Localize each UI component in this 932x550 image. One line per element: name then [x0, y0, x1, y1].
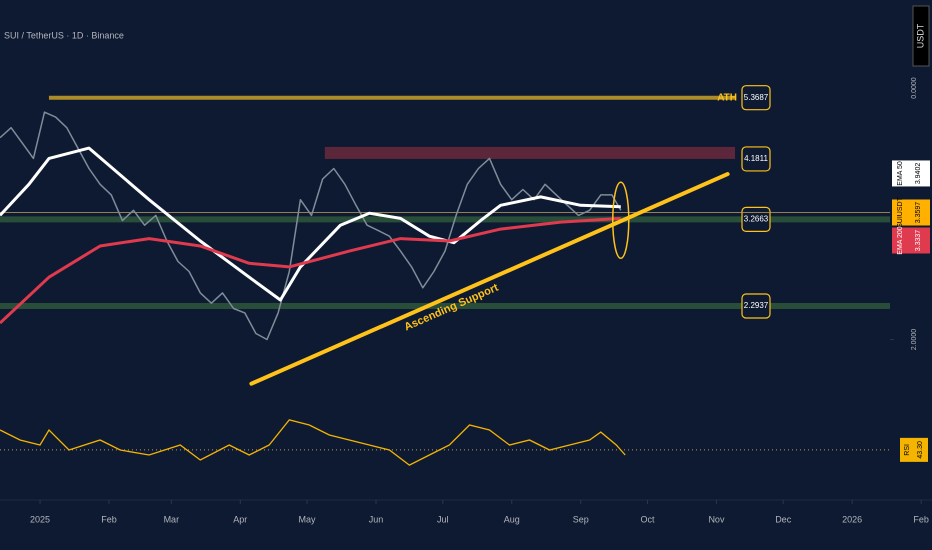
- price-tag-value: 3.9402: [915, 163, 922, 185]
- highlight-ellipse: [612, 181, 630, 260]
- support-zone: [0, 216, 890, 223]
- x-tick-label: Mar: [164, 514, 180, 524]
- x-tick-label: Aug: [504, 514, 520, 524]
- level-box: [741, 206, 771, 233]
- ema-line: [0, 146, 621, 302]
- price-tag: [892, 199, 930, 226]
- price-tag-name: EMA 50: [897, 161, 904, 186]
- scale-top-label: 0.0000: [911, 77, 918, 99]
- price-tag-name: SUIUSDT: [897, 196, 904, 227]
- trendline: [249, 172, 730, 386]
- level-box: [741, 146, 771, 172]
- level-name: ATH: [717, 92, 737, 103]
- rsi-tag: [900, 437, 928, 462]
- price-line: [0, 111, 622, 341]
- x-tick-label: Oct: [640, 514, 655, 524]
- level-box: [741, 293, 771, 319]
- level-value: 2.2937: [744, 301, 769, 310]
- x-tick-label: Dec: [775, 514, 792, 524]
- currency-box: [912, 5, 930, 67]
- x-tick-label: Apr: [233, 514, 247, 524]
- currency-label: USDT: [915, 23, 925, 48]
- rsi-tag-name: RSI: [904, 444, 911, 456]
- x-tick-label: 2025: [30, 514, 50, 524]
- price-tag: [892, 160, 930, 187]
- x-tick-label: Sep: [573, 514, 589, 524]
- level-value: 3.2663: [744, 215, 769, 224]
- x-tick-label: Jul: [437, 514, 449, 524]
- rsi-line: [0, 419, 626, 466]
- level-box: [741, 85, 771, 111]
- ema-line: [0, 216, 621, 325]
- price-tag-value: 3.3597: [915, 202, 922, 224]
- x-tick-label: 2026: [842, 514, 862, 524]
- x-tick-label: Nov: [708, 514, 725, 524]
- chart-title: SUI / TetherUS · 1D · Binance: [4, 30, 124, 40]
- x-tick-label: Feb: [101, 514, 117, 524]
- level-value: 5.3687: [744, 93, 769, 102]
- resistance-zone: [324, 146, 735, 159]
- y-tick-label: 2.0000: [911, 329, 918, 351]
- price-tag: [892, 227, 930, 254]
- rsi-tag-value: 43.30: [917, 441, 924, 459]
- price-tag-value: 3.3337: [915, 230, 922, 252]
- level-value: 4.1811: [744, 154, 768, 163]
- x-tick-label: May: [299, 514, 317, 524]
- price-tag-name: EMA 200: [897, 226, 904, 255]
- x-tick-label: Jun: [369, 514, 384, 524]
- x-tick-label: Feb: [913, 514, 929, 524]
- support-zone: [0, 302, 890, 309]
